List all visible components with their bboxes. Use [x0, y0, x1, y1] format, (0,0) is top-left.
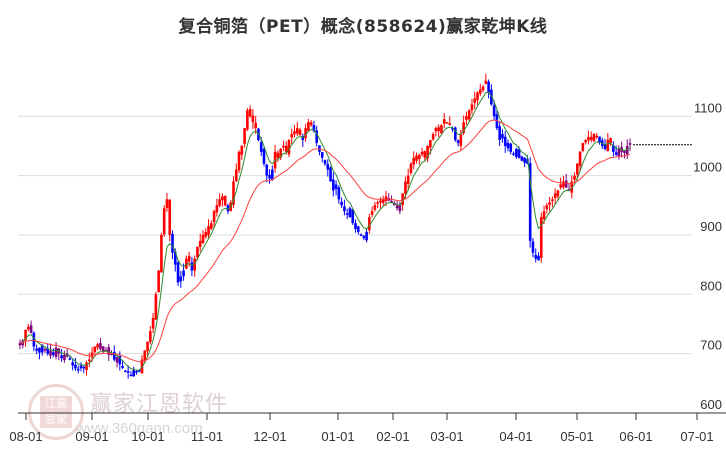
watermark-seal: 江赢 恩家: [28, 384, 84, 440]
y-tick-label: 600: [700, 397, 722, 412]
x-tick-label: 10-01: [131, 429, 164, 444]
moving-averages: [19, 92, 692, 371]
x-tick-label: 06-01: [619, 429, 652, 444]
grid-lines: [18, 115, 692, 355]
x-tick-label: 11-01: [191, 429, 223, 444]
ma-short-line: [19, 92, 631, 371]
y-tick-label: 800: [700, 278, 722, 293]
x-tick-label: 07-01: [680, 429, 713, 444]
x-tick-label: 02-01: [376, 429, 409, 444]
y-axis: 600 700 800 900 1000 1100: [693, 100, 722, 412]
x-tick-label: 03-01: [430, 429, 463, 444]
x-tick-label: 04-01: [499, 429, 532, 444]
ma-long-line: [19, 119, 631, 363]
x-tick-label: 09-01: [75, 429, 108, 444]
y-tick-label: 1000: [693, 160, 722, 175]
x-tick-label: 01-01: [321, 429, 354, 444]
candlesticks: [18, 73, 632, 379]
x-axis: 08-01 09-01 10-01 11-01 12-01 01-01 02-01 03-01…: [9, 412, 726, 444]
y-tick-label: 700: [700, 338, 722, 353]
chart-title: 复合铜箔（PET）概念(858624)赢家乾坤K线: [178, 17, 548, 37]
y-tick-label: 900: [700, 219, 722, 234]
x-tick-label: 12-01: [253, 429, 286, 444]
watermark-url: www.360gann.com: [76, 420, 203, 437]
x-tick-label: 05-01: [560, 429, 593, 444]
x-tick-label: 08-01: [9, 429, 42, 444]
watermark-seal-text: 江赢 恩家: [40, 396, 72, 428]
y-tick-label: 1100: [694, 100, 722, 115]
